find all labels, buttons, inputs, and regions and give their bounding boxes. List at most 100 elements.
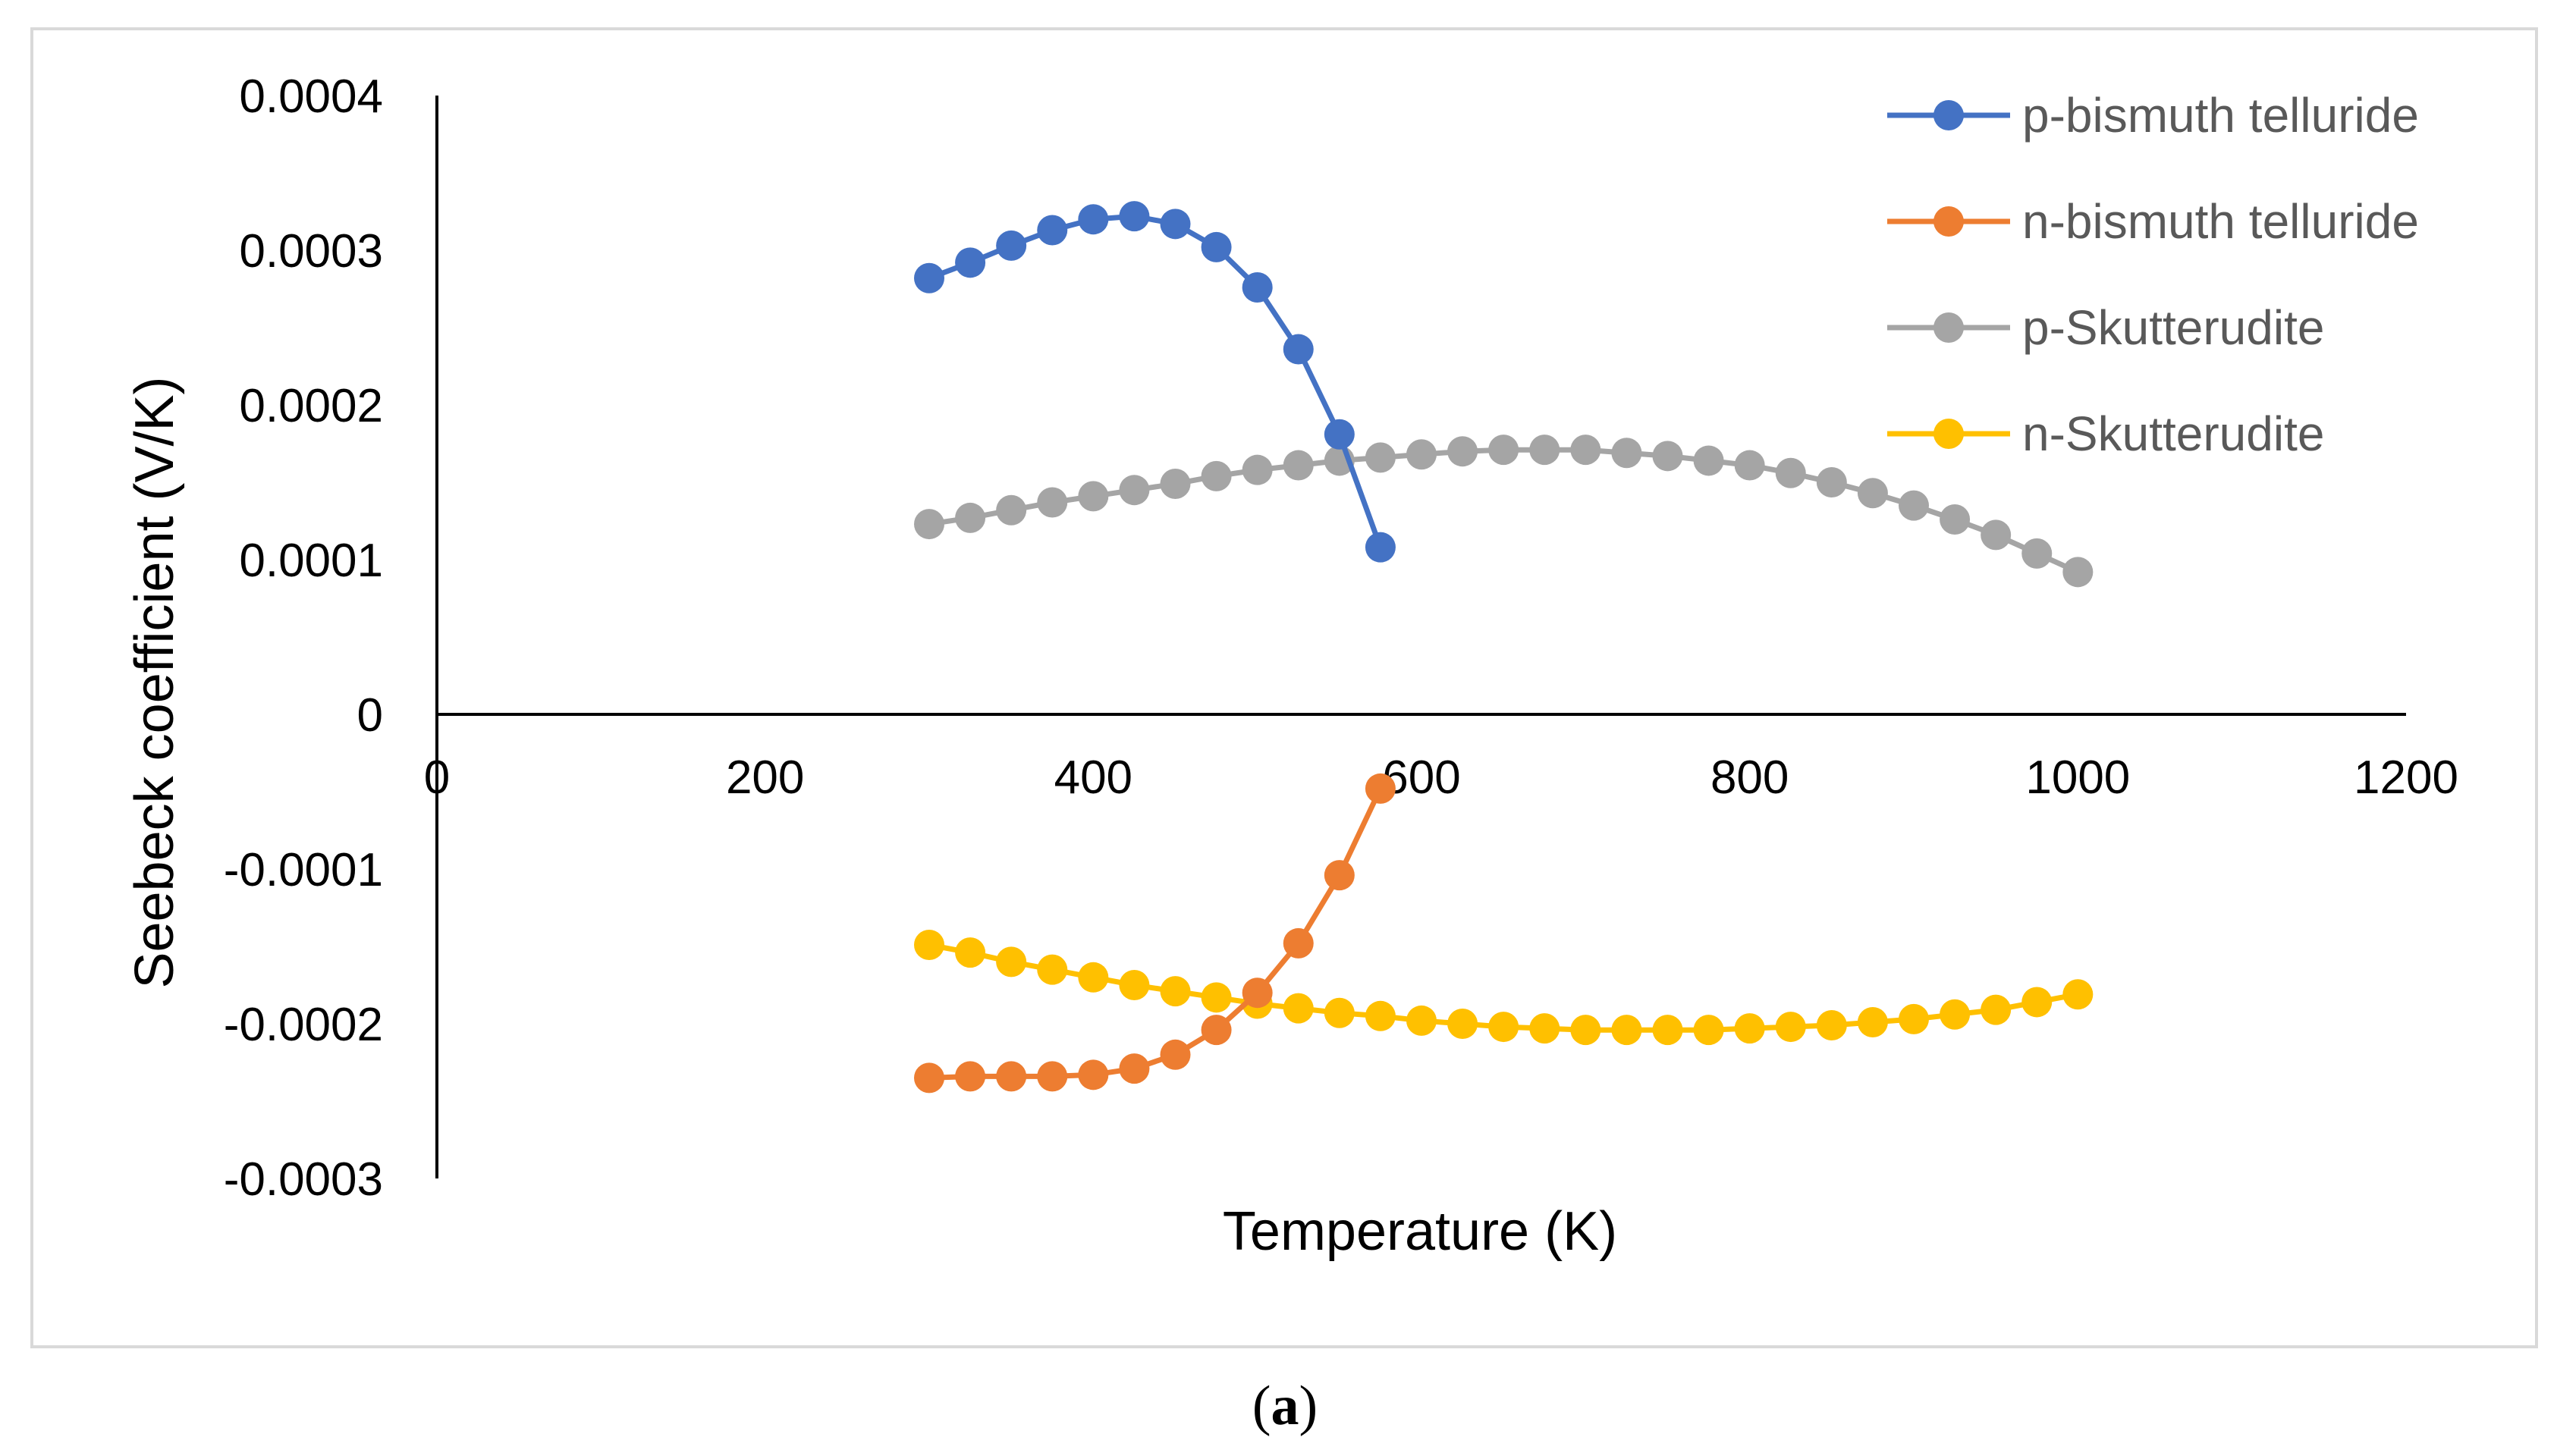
data-point [1406, 1005, 1437, 1036]
data-point [1201, 982, 1232, 1013]
legend-entry: p-Skutterudite [1887, 300, 2324, 355]
data-point [914, 509, 944, 540]
y-axis-title: Seebeck coefficient (V/K) [124, 376, 185, 988]
data-point [1775, 1012, 1806, 1043]
x-tick-label: 0 [424, 752, 450, 804]
caption-close-paren: ) [1299, 1375, 1318, 1437]
data-point [1857, 1006, 1888, 1037]
y-tick-label: -0.0001 [224, 844, 383, 896]
data-point [1816, 467, 1847, 497]
x-tick-label: 1200 [2354, 752, 2458, 804]
data-point [1324, 860, 1355, 891]
data-point [1119, 201, 1150, 232]
data-point [1242, 271, 1273, 303]
x-tick-label: 200 [726, 752, 804, 804]
data-point [1570, 1015, 1601, 1046]
data-point [1037, 954, 1068, 985]
x-axis-title: Temperature (K) [1223, 1201, 1617, 1262]
data-point [1775, 457, 1806, 488]
data-point [955, 247, 986, 278]
y-tick-label: -0.0003 [224, 1153, 383, 1206]
data-point [1201, 231, 1232, 262]
data-point [1160, 469, 1191, 500]
series-n-bismuth-telluride [914, 773, 1396, 1094]
data-point [1899, 490, 1929, 521]
legend: p-bismuth telluride n-bismuth telluride p-… [1887, 88, 2419, 461]
data-point [2062, 979, 2094, 1010]
data-point [1283, 927, 1314, 959]
caption-open-paren: ( [1252, 1375, 1271, 1437]
data-point [1488, 435, 1519, 466]
data-point [955, 1061, 986, 1092]
data-point [1037, 1061, 1068, 1092]
x-tick-label: 800 [1710, 752, 1789, 804]
legend-marker [1933, 312, 1964, 343]
caption-letter: a [1271, 1375, 1299, 1437]
data-point [1078, 962, 1109, 993]
data-point [1365, 442, 1396, 473]
data-point [1324, 997, 1355, 1028]
data-point [1447, 436, 1478, 467]
data-point [1816, 1010, 1847, 1041]
data-point [1365, 532, 1396, 563]
data-point [1734, 450, 1765, 481]
data-point [955, 937, 986, 968]
axes: 0.0004 0.0003 0.0002 0.0001 0 -0.0001 -0.0002 -… [224, 71, 2458, 1206]
x-tick-label: 600 [1382, 752, 1460, 804]
legend-label: p-Skutterudite [2022, 300, 2324, 355]
data-point [1324, 419, 1355, 450]
y-tick-label: 0.0001 [239, 535, 383, 587]
data-point [1857, 478, 1888, 509]
data-point [2021, 987, 2053, 1018]
data-point [996, 494, 1027, 526]
series-layer [914, 201, 2094, 1094]
legend-marker [1933, 206, 1964, 237]
data-point [1160, 1039, 1191, 1070]
data-point [996, 946, 1027, 977]
data-point [1693, 1015, 1724, 1046]
data-point [1940, 999, 1971, 1030]
data-point [1078, 481, 1109, 512]
data-point [1242, 454, 1273, 485]
data-point [1283, 450, 1314, 481]
data-point [1570, 435, 1601, 466]
data-point [1078, 204, 1109, 235]
series-p-bismuth-telluride [914, 201, 1396, 563]
data-point [1940, 504, 1971, 535]
legend-entry: n-Skutterudite [1887, 406, 2324, 461]
data-point [1283, 993, 1314, 1024]
data-point [996, 230, 1027, 261]
data-point [1899, 1003, 1929, 1034]
data-point [1611, 438, 1642, 469]
data-point [996, 1061, 1027, 1092]
data-point [1693, 445, 1724, 476]
data-point [914, 1062, 944, 1094]
data-point [1981, 994, 2012, 1025]
data-point [1160, 209, 1191, 240]
data-point [1119, 970, 1150, 1000]
data-point [1037, 215, 1068, 246]
legend-marker [1933, 419, 1964, 449]
series-p-skutterudite [914, 435, 2094, 588]
data-point [955, 502, 986, 533]
data-point [1734, 1013, 1765, 1044]
data-point [1119, 475, 1150, 506]
series-n-skutterudite [914, 929, 2094, 1046]
data-point [1447, 1009, 1478, 1039]
data-point [1242, 977, 1273, 1009]
data-point [2062, 557, 2094, 588]
legend-entry: n-bismuth telluride [1887, 194, 2419, 249]
legend-marker [1933, 100, 1964, 130]
data-point [1652, 1015, 1683, 1046]
data-point [1365, 1000, 1396, 1031]
data-point [1981, 519, 2012, 551]
data-point [914, 929, 944, 960]
y-tick-label: -0.0002 [224, 999, 383, 1051]
y-tick-label: 0.0004 [239, 71, 383, 123]
y-tick-label: 0.0003 [239, 225, 383, 278]
data-point [2021, 538, 2053, 569]
data-point [1119, 1053, 1150, 1084]
data-point [1488, 1012, 1519, 1043]
x-tick-label: 400 [1054, 752, 1132, 804]
